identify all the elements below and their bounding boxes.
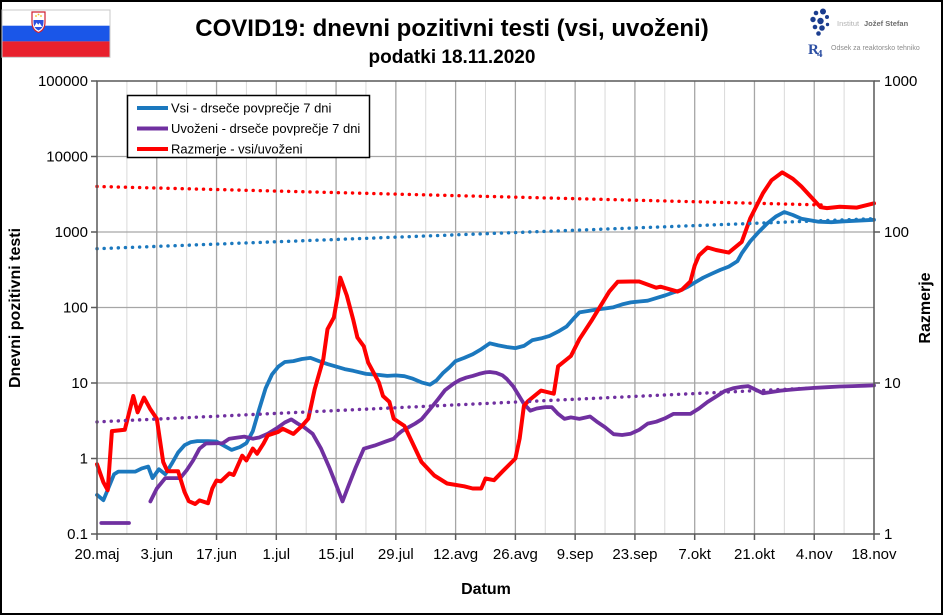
page-title: COVID19: dnevni pozitivni testi (vsi, uv… bbox=[195, 15, 708, 42]
legend-label-uvozeni: Uvoženi - drseče povprečje 7 dni bbox=[171, 121, 360, 136]
axes: 100000 10000 1000 100 10 1 0.1 1000 100 10 1 20.maj… bbox=[38, 73, 917, 563]
line-vsi bbox=[95, 210, 876, 503]
r4-dept-label: Odsek za reaktorsko tehniko bbox=[831, 45, 920, 52]
svg-text:4: 4 bbox=[817, 48, 823, 60]
line-razmerje bbox=[95, 170, 876, 506]
legend-item-uvozeni: Uvoženi - drseče povprečje 7 dni bbox=[137, 121, 360, 136]
slovenia-flag-icon bbox=[1, 9, 111, 58]
ijs-institute-label-bold: Jožef Stefan bbox=[864, 19, 909, 28]
ijs-institute-label-light: Institut bbox=[837, 19, 860, 28]
x-tick-label: 1.jul bbox=[263, 546, 291, 563]
y-right-tick-label: 10 bbox=[884, 375, 901, 392]
ijs-logo: Institut Jožef Stefan R 4 Odsek za reakt… bbox=[808, 8, 920, 60]
legend-item-razmerje: Razmerje - vsi/uvoženi bbox=[137, 142, 303, 157]
y-right-axis-title: Razmerje bbox=[917, 272, 934, 343]
x-tick-label: 21.okt bbox=[734, 546, 776, 563]
x-tick-label: 17.jun bbox=[196, 546, 237, 563]
y-left-tick-label: 10 bbox=[71, 375, 88, 392]
y-right-tick-label: 1 bbox=[884, 526, 892, 543]
line-uvozeni bbox=[148, 370, 876, 504]
x-tick-label: 9.sep bbox=[557, 546, 594, 563]
x-tick-label: 23.sep bbox=[612, 546, 657, 563]
svg-text:R: R bbox=[808, 42, 819, 58]
r4-logo-icon: R 4 bbox=[808, 42, 823, 60]
trend-uvozeni bbox=[95, 386, 816, 424]
y-left-tick-label: 100000 bbox=[38, 73, 88, 90]
x-tick-label: 18.nov bbox=[851, 546, 897, 563]
y-left-tick-label: 0.1 bbox=[67, 526, 88, 543]
x-tick-label: 15.jul bbox=[318, 546, 354, 563]
y-left-tick-label: 10000 bbox=[46, 149, 88, 166]
data-series bbox=[95, 170, 876, 525]
y-left-tick-label: 100 bbox=[63, 300, 88, 317]
x-tick-label: 12.avg bbox=[433, 546, 478, 563]
legend-item-vsi: Vsi - drseče povprečje 7 dni bbox=[137, 101, 332, 116]
y-left-tick-label: 1 bbox=[80, 451, 88, 468]
legend: Vsi - drseče povprečje 7 dni Uvoženi - d… bbox=[126, 94, 371, 159]
y-left-tick-label: 1000 bbox=[55, 224, 88, 241]
ijs-dots-icon bbox=[810, 8, 830, 36]
x-tick-label: 7.okt bbox=[678, 546, 711, 563]
x-tick-label: 3.jun bbox=[141, 546, 174, 563]
x-tick-label: 20.maj bbox=[74, 546, 119, 563]
trend-vsi bbox=[95, 216, 876, 251]
y-right-tick-label: 1000 bbox=[884, 73, 917, 90]
legend-label-razmerje: Razmerje - vsi/uvoženi bbox=[171, 142, 303, 157]
y-right-tick-label: 100 bbox=[884, 224, 909, 241]
x-axis-title: Datum bbox=[461, 581, 511, 598]
x-tick-label: 26.avg bbox=[493, 546, 538, 563]
trend-razmerje bbox=[95, 184, 825, 207]
y-left-axis-title: Dnevni pozitivni testi bbox=[7, 228, 24, 388]
x-tick-label: 4.nov bbox=[796, 546, 833, 563]
x-tick-label: 29.jul bbox=[378, 546, 414, 563]
legend-label-vsi: Vsi - drseče povprečje 7 dni bbox=[171, 101, 332, 116]
page-subtitle: podatki 18.11.2020 bbox=[369, 47, 536, 68]
slovenia-coat-of-arms bbox=[31, 11, 46, 34]
